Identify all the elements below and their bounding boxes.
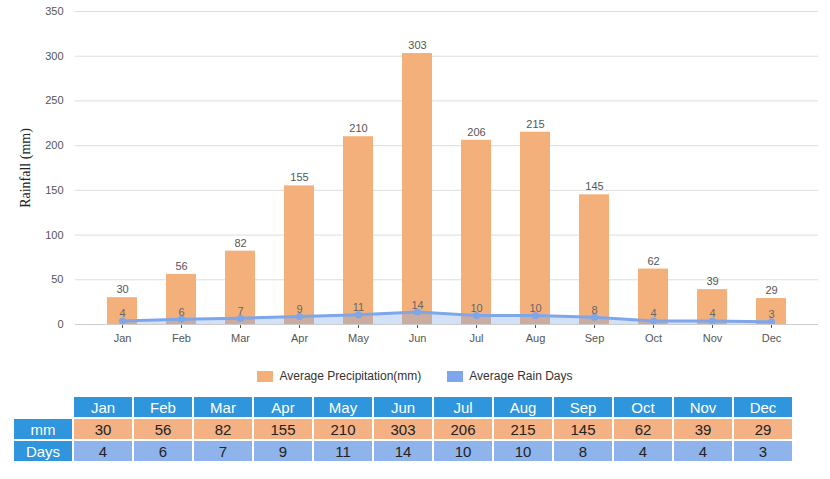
html-text:8: 8	[578, 442, 588, 460]
html-text:210: 210	[330, 420, 356, 438]
svg-text:215: 215	[526, 118, 544, 130]
svg-text:10: 10	[470, 302, 482, 314]
html-text:Mar: Mar	[210, 398, 236, 416]
html-text:14: 14	[394, 442, 412, 460]
svg-text:3: 3	[768, 308, 774, 320]
svg-text:8: 8	[591, 304, 597, 316]
svg-text:Oct: Oct	[645, 332, 662, 344]
html-text:215: 215	[510, 420, 536, 438]
svg-text:210: 210	[349, 122, 367, 134]
svg-text:150: 150	[45, 184, 63, 196]
html-text:Oct: Oct	[631, 398, 655, 416]
html-text:11: 11	[335, 442, 351, 460]
html-text:39: 39	[694, 420, 712, 438]
html-text:82: 82	[214, 420, 232, 438]
svg-text:100: 100	[45, 229, 63, 241]
svg-text:Jun: Jun	[409, 332, 427, 344]
svg-text:11: 11	[353, 301, 364, 313]
svg-text:50: 50	[51, 273, 63, 285]
svg-text:Rainfall (mm): Rainfall (mm)	[18, 128, 34, 208]
html-text:3: 3	[758, 442, 768, 460]
html-text:Apr: Apr	[271, 398, 295, 416]
html-text:Sep: Sep	[569, 398, 597, 416]
html-text:10: 10	[514, 442, 532, 460]
html-text:Dec: Dec	[749, 398, 777, 416]
html-text:29: 29	[754, 420, 772, 438]
html-text:Average Precipitation(mm): Average Precipitation(mm)	[279, 369, 422, 383]
html-text:Feb: Feb	[150, 398, 176, 416]
html-text:Nov: Nov	[689, 398, 717, 416]
svg-text:Apr: Apr	[291, 332, 308, 344]
svg-text:4: 4	[119, 307, 125, 319]
html-text:4: 4	[98, 442, 108, 460]
html-text:Aug: Aug	[509, 398, 537, 416]
svg-text:Mar: Mar	[231, 332, 250, 344]
svg-text:250: 250	[45, 94, 63, 106]
svg-text:7: 7	[237, 305, 243, 317]
html-text:7: 7	[218, 442, 228, 460]
svg-text:4: 4	[709, 307, 715, 319]
svg-text:39: 39	[706, 275, 718, 287]
svg-text:82: 82	[234, 237, 246, 249]
svg-text:303: 303	[408, 39, 426, 51]
html-text:145: 145	[570, 420, 596, 438]
svg-text:Sep: Sep	[585, 332, 605, 344]
svg-text:206: 206	[467, 126, 485, 138]
svg-text:145: 145	[585, 180, 603, 192]
svg-text:9: 9	[296, 303, 302, 315]
svg-text:62: 62	[647, 255, 659, 267]
svg-text:350: 350	[45, 5, 63, 17]
svg-text:4: 4	[650, 307, 656, 319]
svg-text:Jul: Jul	[469, 332, 483, 344]
svg-text:155: 155	[290, 171, 308, 183]
html-text:6: 6	[158, 442, 168, 460]
html-text:Days: Days	[25, 442, 61, 460]
html-text:Jul: Jul	[453, 398, 473, 416]
html-text:Jun: Jun	[390, 398, 416, 416]
svg-text:Nov: Nov	[703, 332, 723, 344]
svg-text:Aug: Aug	[526, 332, 546, 344]
html-text:62: 62	[634, 420, 652, 438]
svg-text:200: 200	[45, 139, 63, 151]
html-text:10: 10	[454, 442, 472, 460]
svg-text:Jan: Jan	[114, 332, 132, 344]
html-text:56: 56	[154, 420, 172, 438]
html-text:303: 303	[390, 420, 416, 438]
svg-text:14: 14	[411, 299, 423, 311]
svg-text:56: 56	[175, 260, 187, 272]
svg-text:29: 29	[765, 284, 777, 296]
svg-text:30: 30	[116, 283, 128, 295]
svg-text:Dec: Dec	[762, 332, 782, 344]
html-text:mm: mm	[30, 420, 56, 438]
html-text:206: 206	[450, 420, 476, 438]
html-text:4: 4	[638, 442, 648, 460]
html-text:4: 4	[698, 442, 708, 460]
svg-text:10: 10	[529, 302, 541, 314]
html-text:Jan: Jan	[90, 398, 116, 416]
html-text:9: 9	[278, 442, 288, 460]
svg-text:0: 0	[57, 318, 63, 330]
svg-text:Feb: Feb	[172, 332, 191, 344]
html-text:155: 155	[270, 420, 296, 438]
html-text:30: 30	[94, 420, 112, 438]
html-text:May: May	[328, 398, 358, 416]
svg-text:May: May	[348, 332, 369, 344]
svg-text:6: 6	[178, 306, 184, 318]
svg-text:300: 300	[45, 50, 63, 62]
html-text:Average Rain Days: Average Rain Days	[469, 369, 573, 383]
